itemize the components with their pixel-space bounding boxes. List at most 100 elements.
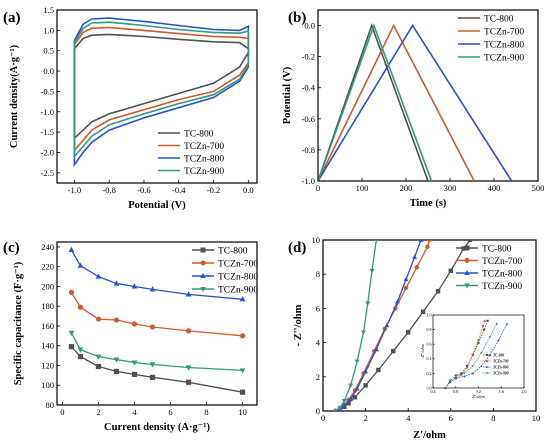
panel-d-y-axis-label: - Z''/ohm	[293, 304, 304, 346]
panel-c-point-tczn-800	[149, 286, 156, 292]
panel-b-series-tczn-800	[317, 23, 513, 182]
panel-b-xtick-label: 0	[316, 183, 320, 193]
panel-b-xtick-label: 200	[400, 183, 413, 193]
panel-a-legend-label-tczn-700: TCZn-700	[184, 142, 224, 152]
panel-d-inset-point-tczn-900	[495, 322, 498, 326]
panel-b-x-axis-label: Time (s)	[410, 198, 447, 209]
panel-c-point-tc-800	[131, 371, 138, 377]
panel-c-xtick-label: 10	[238, 407, 247, 417]
panel-c-point-tczn-800	[113, 280, 120, 286]
panel-a-ytick-label: 0.5	[43, 46, 54, 56]
panel-d-inset-point-tc-800	[466, 365, 469, 368]
panel-d-inset-point-tczn-700	[481, 324, 485, 328]
panel-d-point-tczn-800	[403, 276, 409, 282]
panel-a-legend-label-tczn-900: TCZn-900	[184, 167, 224, 177]
panel-d-inset-xtick-label: 1.6	[499, 389, 504, 394]
panel-d-inset-legend-label-tczn-800: TCZn-800	[493, 365, 509, 369]
panel-d-inset-point-tc-800	[477, 341, 480, 344]
panel-d-inset-legend-marker-tczn-800	[485, 365, 489, 368]
panel-a-ytick-label: -2.5	[41, 168, 54, 178]
panel-c-point-tc-800	[149, 374, 156, 380]
panel-d-legend-marker-tczn-700	[464, 258, 470, 263]
panel-d-inset-xtick-label: 0.8	[453, 389, 458, 394]
panel-c-series-line-tczn-900	[70, 332, 243, 372]
panel-d-inset-point-tc-800	[483, 328, 486, 331]
panel-d-point-tczn-800	[418, 240, 424, 242]
panel-c-point-tczn-700	[149, 324, 156, 330]
panel-d-inset-legend-label-tc-800: TC-800	[493, 353, 504, 357]
panel-d-inset-frame	[432, 314, 525, 389]
panel-d-point-tczn-800	[354, 386, 360, 391]
panel-d-point-tczn-800	[363, 369, 369, 374]
panel-d-point-tczn-900	[365, 301, 371, 306]
panel-c-legend-marker-tczn-800	[200, 273, 206, 278]
panel-c-point-tczn-700	[77, 304, 84, 310]
panel-c-xtick-label: 0	[60, 407, 64, 417]
panel-d-point-tczn-900	[369, 269, 375, 274]
panel-c-point-tczn-700	[68, 289, 75, 295]
panel-d-inset-ytick-label: 0.0	[427, 385, 432, 390]
panel-c-legend-marker-tczn-900	[200, 287, 206, 292]
panel-c-series-line-tc-800	[70, 346, 243, 393]
panel-c-series-line-tczn-700	[70, 292, 243, 337]
panel-c-point-tczn-900	[113, 357, 120, 363]
panel-c-point-tczn-800	[239, 296, 246, 302]
panel-d-point-tczn-900	[374, 240, 378, 243]
panel-d-inset-point-tczn-700	[471, 353, 474, 356]
panel-a-xtick-label: -0.8	[102, 185, 115, 195]
panel-c-x-axis-label: Current density (A·g⁻¹)	[104, 422, 210, 433]
panel-d-xtick-label: 8	[491, 413, 495, 423]
panel-d-inset-point-tczn-900	[454, 375, 457, 378]
panel-a-legend-label-tczn-800: TCZn-800	[184, 154, 224, 164]
panel-d-point-tc-800	[435, 289, 441, 294]
panel-d-inset-point-tczn-800	[471, 372, 475, 375]
panel-c-point-tc-800	[185, 379, 192, 385]
panel-a-ytick-label: 1.0	[43, 25, 54, 35]
panel-c-point-tczn-700	[185, 328, 192, 334]
panel-d-ytick-label: 2	[316, 372, 320, 382]
panel-c-series-line-tczn-800	[70, 249, 243, 300]
panel-a-ytick-label: -2.0	[41, 147, 54, 157]
panel-d-point-tczn-800	[341, 403, 347, 408]
panel-d-point-tc-800	[406, 330, 411, 335]
panel-c-point-tczn-900	[185, 365, 192, 371]
panel-c-legend-label-tczn-800: TCZn-800	[218, 272, 258, 282]
panel-d-inset-xtick-label: 1.2	[476, 389, 481, 394]
panel-c-xtick-label: 6	[168, 407, 172, 417]
panel-b-legend-label-tczn-700: TCZn-700	[484, 27, 524, 37]
panel-d-inset-legend-label-tczn-900: TCZn-900	[493, 371, 509, 375]
panel-c-ytick-label: 240	[41, 242, 54, 252]
panel-c-legend-marker-tc-800	[200, 247, 206, 253]
panel-d-inset-point-tczn-800	[454, 377, 457, 380]
panel-a-panel-label: (a)	[3, 10, 21, 26]
panel-a-legend-label-tc-800: TC-800	[184, 129, 214, 139]
panel-c-ytick-label: 140	[41, 341, 54, 351]
panel-d-point-tc-800	[448, 268, 453, 273]
panel-d-legend-marker-tczn-800	[464, 270, 470, 275]
panel-a-ytick-label: -0.5	[41, 86, 54, 96]
panel-d-point-tczn-700	[427, 240, 432, 243]
panel-b-legend-label-tczn-800: TCZn-800	[484, 40, 524, 50]
panel-d-xtick-label: 10	[532, 413, 541, 423]
panel-c-point-tc-800	[95, 363, 102, 370]
panel-d-inset-series-line-tczn-800	[445, 323, 508, 389]
panel-d-point-tc-800	[346, 401, 351, 406]
panel-a-xtick-label: -0.4	[172, 185, 186, 195]
panel-b-ytick-label: -1.0	[302, 176, 315, 186]
panel-c-point-tczn-900	[95, 354, 102, 360]
panel-c-legend-label-tczn-700: TCZn-700	[218, 259, 258, 269]
panel-c-ytick-label: 100	[41, 380, 54, 390]
panel-b-legend-label-tc-800: TC-800	[484, 14, 514, 24]
panel-d-inset-ytick-label: 0.8	[427, 327, 432, 332]
panel-c-point-tczn-800	[131, 283, 138, 289]
panel-d-inset-point-tczn-900	[480, 352, 483, 355]
panel-d-inset-point-tczn-900	[444, 387, 447, 390]
panel-b-ytick-label: -0.6	[302, 114, 315, 124]
panel-d-inset-point-tczn-800	[488, 353, 492, 357]
panel-c-point-tc-800	[113, 368, 120, 375]
panel-d-inset-point-tczn-800	[480, 364, 483, 367]
panel-d-point-tczn-700	[425, 244, 430, 250]
panel-d-point-tczn-800	[412, 254, 418, 259]
panel-d-panel-label: (d)	[288, 240, 306, 256]
